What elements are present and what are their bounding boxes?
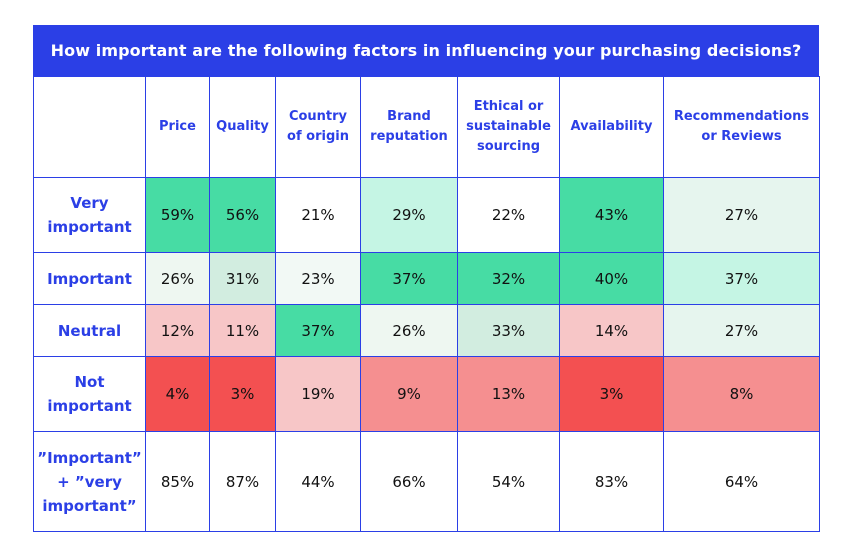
- value-cell: 26%: [360, 304, 458, 357]
- value-cell: 44%: [275, 431, 361, 532]
- row-header: Very important: [33, 177, 146, 253]
- value-cell: 26%: [145, 252, 210, 305]
- value-cell: 9%: [360, 356, 458, 432]
- value-cell: 87%: [209, 431, 276, 532]
- value-cell: 12%: [145, 304, 210, 357]
- value-cell: 83%: [559, 431, 664, 532]
- table-row: Neutral 12% 11% 37% 26% 33% 14% 27%: [33, 304, 820, 357]
- value-cell: 27%: [663, 177, 820, 253]
- value-cell: 37%: [663, 252, 820, 305]
- value-cell: 32%: [457, 252, 560, 305]
- column-header-availability: Availability: [559, 76, 664, 178]
- value-cell: 19%: [275, 356, 361, 432]
- value-cell: 14%: [559, 304, 664, 357]
- column-header-brand-reputation: Brand reputation: [360, 76, 458, 178]
- value-cell: 59%: [145, 177, 210, 253]
- row-header: Neutral: [33, 304, 146, 357]
- value-cell: 23%: [275, 252, 361, 305]
- value-cell: 31%: [209, 252, 276, 305]
- value-cell: 22%: [457, 177, 560, 253]
- header-row: Price Quality Country of origin Brand reputat…: [33, 76, 820, 178]
- value-cell: 40%: [559, 252, 664, 305]
- table-row: Very important 59% 56% 21% 29% 22% 43% 27%: [33, 177, 820, 253]
- data-table: Price Quality Country of origin Brand reputat…: [33, 76, 820, 532]
- value-cell: 3%: [209, 356, 276, 432]
- table-container: How important are the following factors …: [33, 25, 820, 532]
- value-cell: 33%: [457, 304, 560, 357]
- column-header-country-of-origin: Country of origin: [275, 76, 361, 178]
- value-cell: 43%: [559, 177, 664, 253]
- value-cell: 8%: [663, 356, 820, 432]
- column-header-recommendations-or-reviews: Recommendations or Reviews: [663, 76, 820, 178]
- column-header-ethical-or-sustainable-sourcing: Ethical or sustainable sourcing: [457, 76, 560, 178]
- row-header: ”Important” + ”very important”: [33, 431, 146, 532]
- value-cell: 54%: [457, 431, 560, 532]
- row-header: Important: [33, 252, 146, 305]
- value-cell: 3%: [559, 356, 664, 432]
- table-row: Important 26% 31% 23% 37% 32% 40% 37%: [33, 252, 820, 305]
- table-row: Not important 4% 3% 19% 9% 13% 3% 8%: [33, 356, 820, 432]
- value-cell: 56%: [209, 177, 276, 253]
- row-header: Not important: [33, 356, 146, 432]
- corner-cell: [33, 76, 146, 178]
- value-cell: 11%: [209, 304, 276, 357]
- value-cell: 66%: [360, 431, 458, 532]
- value-cell: 29%: [360, 177, 458, 253]
- value-cell: 13%: [457, 356, 560, 432]
- value-cell: 64%: [663, 431, 820, 532]
- table-title: How important are the following factors …: [33, 25, 819, 76]
- value-cell: 37%: [360, 252, 458, 305]
- column-header-price: Price: [145, 76, 210, 178]
- value-cell: 21%: [275, 177, 361, 253]
- table-row: ”Important” + ”very important” 85% 87% 44% 66%…: [33, 431, 820, 532]
- value-cell: 85%: [145, 431, 210, 532]
- column-header-quality: Quality: [209, 76, 276, 178]
- value-cell: 4%: [145, 356, 210, 432]
- value-cell: 37%: [275, 304, 361, 357]
- value-cell: 27%: [663, 304, 820, 357]
